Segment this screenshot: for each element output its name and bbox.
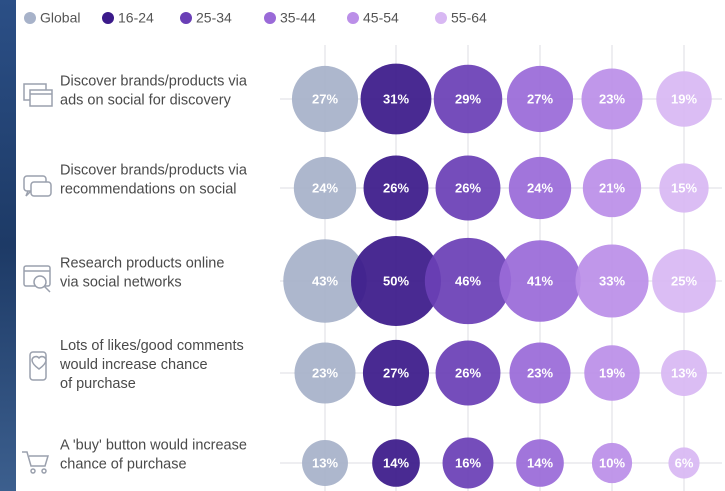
legend-item: 35-44	[264, 10, 316, 26]
legend-label: 35-44	[280, 10, 316, 26]
value-label: 24%	[527, 180, 553, 195]
background-strip	[0, 0, 16, 491]
value-label: 26%	[455, 365, 481, 380]
legend-item: 55-64	[435, 10, 487, 26]
icon-search	[24, 266, 50, 292]
row-label: recommendations on social	[60, 181, 237, 197]
row-label: ads on social for discovery	[60, 92, 232, 108]
icon-cart	[22, 452, 48, 473]
legend-swatch	[102, 12, 114, 24]
row-label: chance of purchase	[60, 456, 187, 472]
value-label: 27%	[312, 91, 338, 106]
value-label: 14%	[383, 455, 409, 470]
value-label: 23%	[312, 365, 338, 380]
value-label: 13%	[671, 365, 697, 380]
value-label: 13%	[312, 455, 338, 470]
legend-item: 16-24	[102, 10, 154, 26]
legend-swatch	[347, 12, 359, 24]
row-label: Lots of likes/good comments	[60, 338, 244, 354]
row-label: of purchase	[60, 376, 136, 392]
legend-swatch	[180, 12, 192, 24]
value-label: 10%	[599, 455, 625, 470]
value-label: 26%	[455, 180, 481, 195]
bubbles: 27% 24% 43% 23% 13% 31% 26% 50% 27% 14% 29% 26% 46% 2…	[283, 64, 716, 489]
row-label: Research products online	[60, 255, 224, 271]
row-labels: Discover brands/products via ads on socia…	[59, 73, 248, 472]
icon-phone-heart	[30, 352, 46, 380]
icon-chat	[24, 176, 51, 196]
chart: Global 16-24 25-34 35-44 45-54 55-64 Discover…	[0, 0, 725, 491]
row-label: Discover brands/products via	[60, 162, 248, 178]
legend: Global 16-24 25-34 35-44 45-54 55-64	[24, 10, 487, 26]
legend-label: 25-34	[196, 10, 232, 26]
page: {"chart_data": { "type": "bubble_matrix"…	[0, 0, 725, 491]
row-label: would increase chance	[59, 357, 208, 373]
row-label: Discover brands/products via	[60, 73, 248, 89]
value-label: 14%	[527, 455, 553, 470]
value-label: 24%	[312, 180, 338, 195]
legend-label: 16-24	[118, 10, 154, 26]
legend-item: Global	[24, 10, 80, 26]
legend-item: 25-34	[180, 10, 232, 26]
legend-label: 55-64	[451, 10, 487, 26]
legend-swatch	[264, 12, 276, 24]
row-label: A 'buy' button would increase	[60, 437, 247, 453]
value-label: 46%	[455, 273, 481, 288]
value-label: 6%	[675, 455, 694, 470]
value-label: 43%	[312, 273, 338, 288]
icon-ads	[24, 84, 52, 106]
legend-swatch	[24, 12, 36, 24]
value-label: 29%	[455, 91, 481, 106]
legend-label: Global	[40, 10, 80, 26]
value-label: 15%	[671, 180, 697, 195]
legend-swatch	[435, 12, 447, 24]
value-label: 23%	[527, 365, 553, 380]
legend-label: 45-54	[363, 10, 399, 26]
row-icons	[22, 84, 52, 473]
value-label: 50%	[383, 273, 409, 288]
value-label: 19%	[599, 365, 625, 380]
value-label: 26%	[383, 180, 409, 195]
value-label: 41%	[527, 273, 553, 288]
value-label: 27%	[383, 365, 409, 380]
value-label: 25%	[671, 273, 697, 288]
value-label: 16%	[455, 455, 481, 470]
row-label: via social networks	[60, 274, 182, 290]
legend-item: 45-54	[347, 10, 399, 26]
value-label: 33%	[599, 273, 625, 288]
value-label: 19%	[671, 91, 697, 106]
value-label: 31%	[383, 91, 409, 106]
value-label: 21%	[599, 180, 625, 195]
value-label: 27%	[527, 91, 553, 106]
value-label: 23%	[599, 91, 625, 106]
